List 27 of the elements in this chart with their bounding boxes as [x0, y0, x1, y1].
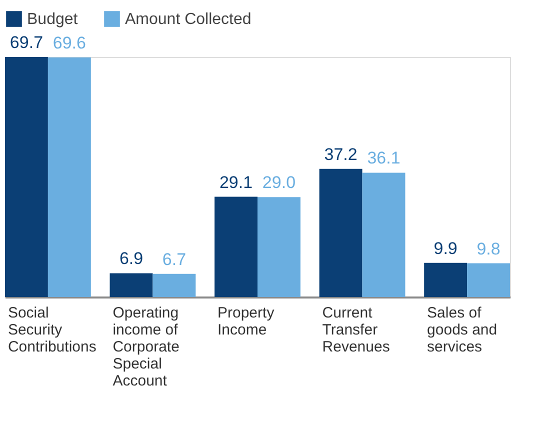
x-tick-label: Operating income of Corporate Special Account: [112, 304, 180, 390]
bar: [319, 168, 362, 297]
bar: [5, 57, 48, 297]
data-label: 29.0: [262, 173, 296, 192]
data-label: 6.9: [119, 249, 144, 268]
data-label: 37.2: [324, 144, 358, 164]
bar: [258, 197, 300, 297]
data-label: 9.9: [434, 238, 458, 258]
x-tick-label: Current Transfer Revenues: [322, 304, 390, 356]
bar: [467, 263, 510, 297]
data-label: 69.6: [52, 33, 86, 52]
x-tick-label: Social Security Contributions: [8, 304, 96, 356]
data-label: 29.1: [219, 172, 253, 192]
legend-label: Budget: [27, 11, 78, 28]
bar: [48, 57, 91, 297]
data-label: 36.1: [367, 148, 400, 168]
data-label: 9.8: [476, 239, 500, 258]
data-label: 69.7: [10, 33, 44, 52]
x-tick-label: Property Income: [218, 304, 275, 338]
bar: [362, 172, 406, 297]
legend-label: Amount Collected: [125, 11, 252, 28]
data-label: 6.7: [162, 250, 186, 269]
bar: [110, 273, 153, 297]
x-tick-label: Sales of goods and services: [427, 304, 498, 356]
bar: [214, 196, 258, 297]
bar: [152, 274, 196, 297]
bar: [424, 262, 468, 297]
